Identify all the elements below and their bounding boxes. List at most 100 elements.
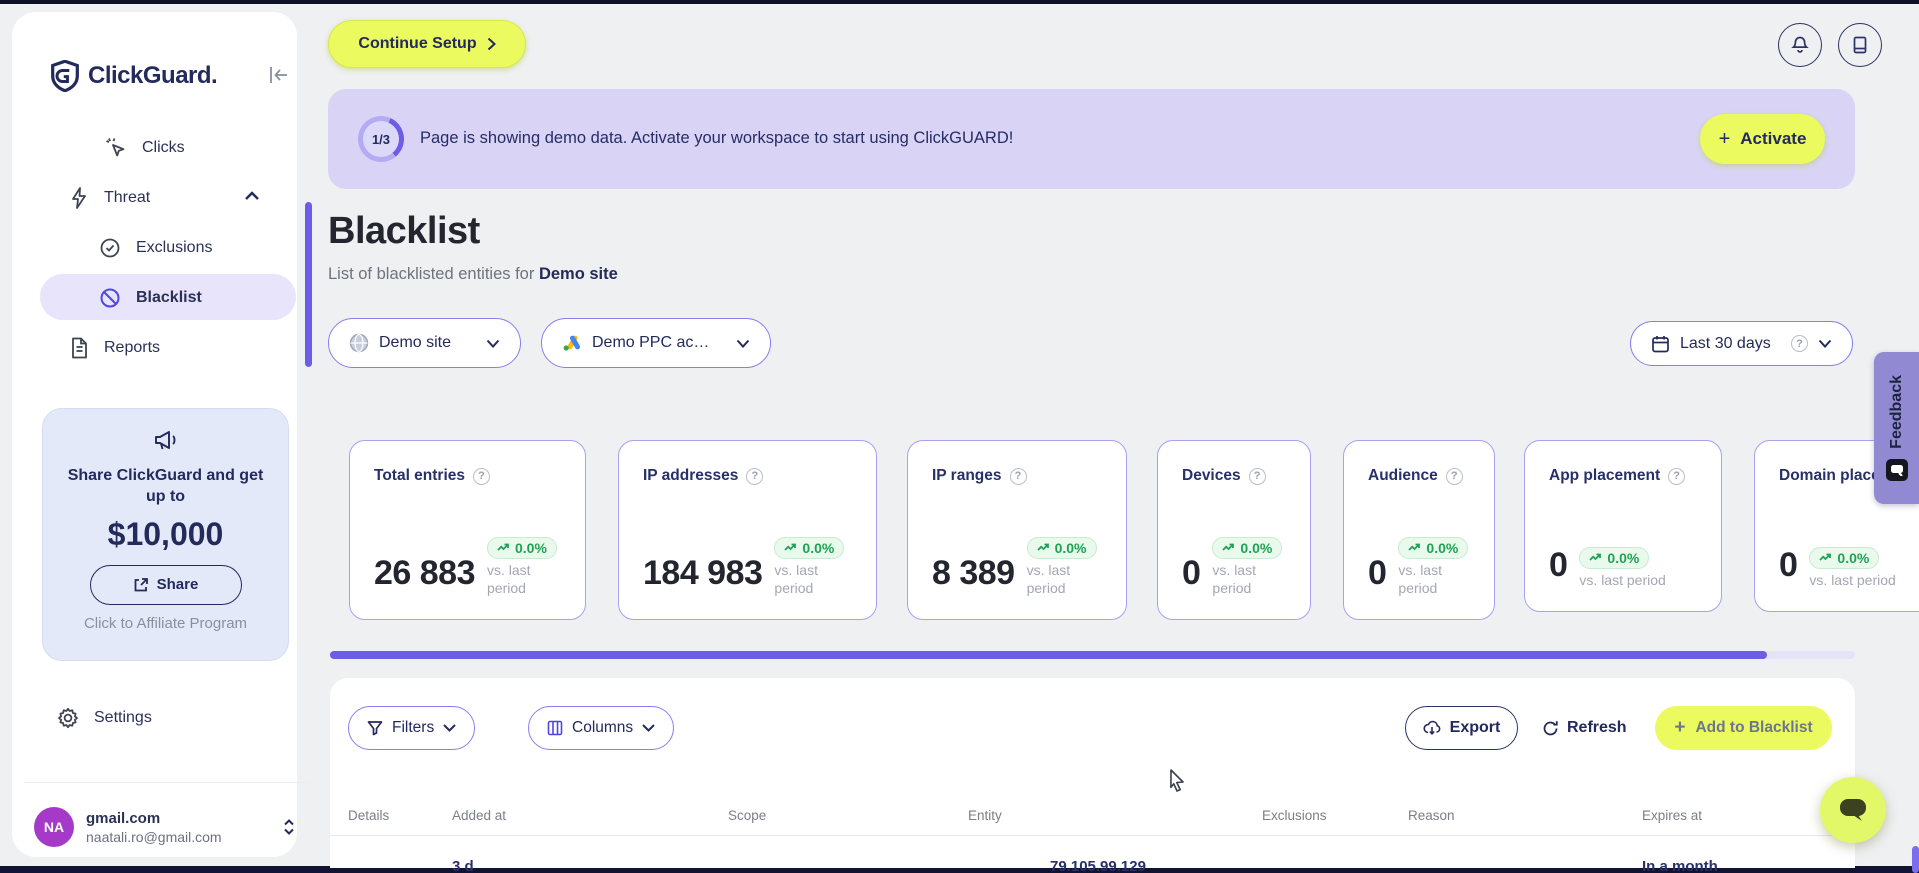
continue-setup-label: Continue Setup [358, 35, 477, 52]
badge-check-icon [98, 236, 122, 260]
stat-card-app-placement: App placement? 0 0.0% vs. last period [1524, 440, 1722, 612]
stat-value: 0 [1779, 546, 1798, 584]
help-icon[interactable]: ? [1009, 467, 1027, 485]
filters-button[interactable]: Filters [348, 706, 476, 750]
chevron-down-icon [736, 339, 750, 348]
columns-icon [547, 720, 563, 736]
activate-button[interactable]: + Activate [1700, 114, 1825, 164]
banner-message: Page is showing demo data. Activate your… [420, 129, 1014, 147]
bell-icon [1791, 36, 1809, 53]
delta-caption: vs. last period [1579, 571, 1666, 588]
columns-button[interactable]: Columns [528, 706, 675, 750]
sidebar-item-label: Threat [104, 189, 151, 206]
trend-up-icon [784, 543, 797, 551]
page-vertical-scrollbar[interactable] [1912, 846, 1919, 873]
promo-heading: Share ClickGuard and get up to [67, 467, 264, 505]
avatar: NA [34, 807, 74, 847]
col-header-scope[interactable]: Scope [728, 808, 767, 823]
stat-card-ip-ranges: IP ranges? 8 389 0.0% vs. last period [907, 440, 1127, 620]
help-icon[interactable]: ? [1668, 467, 1686, 485]
sidebar-item-label: Exclusions [136, 239, 213, 256]
export-button[interactable]: Export [1405, 706, 1518, 750]
window-bottom-edge [0, 866, 1919, 873]
sidebar-collapse-icon[interactable] [267, 65, 291, 85]
stats-scrollbar-thumb[interactable] [330, 651, 1767, 659]
col-header-exclusions[interactable]: Exclusions [1262, 808, 1327, 823]
site-selector-value: Demo site [379, 334, 452, 351]
delta-badge: 0.0% [774, 537, 845, 559]
continue-setup-button[interactable]: Continue Setup [328, 20, 526, 68]
ban-icon [98, 286, 122, 310]
site-selector[interactable]: Demo site [328, 318, 521, 368]
col-header-details[interactable]: Details [348, 808, 390, 823]
chevron-down-icon [642, 724, 655, 732]
chevron-down-icon [1818, 339, 1832, 348]
sidebar-item-threat[interactable]: Threat [68, 186, 150, 210]
trend-up-icon [1036, 543, 1049, 551]
trend-up-icon [1589, 553, 1602, 561]
delta-badge: 0.0% [487, 537, 557, 559]
window-top-edge [0, 0, 1919, 4]
help-icon[interactable]: ? [1791, 335, 1808, 352]
gear-icon [56, 706, 80, 730]
col-header-expires-at[interactable]: Expires at [1642, 808, 1703, 823]
stat-card-total-entries: Total entries? 26 883 0.0% vs. last peri… [349, 440, 586, 620]
date-range-selector[interactable]: Last 30 days ? [1630, 321, 1853, 366]
page-title: Blacklist [328, 210, 480, 252]
blacklist-table-card: Filters Columns Export Refresh + Add to … [330, 678, 1855, 873]
refresh-label: Refresh [1567, 719, 1627, 736]
sidebar-item-settings[interactable]: Settings [56, 706, 152, 730]
sidebar-item-label: Settings [94, 709, 152, 726]
sidebar-item-blacklist[interactable]: Blacklist [98, 286, 202, 310]
chat-bubble-icon [1840, 799, 1866, 821]
col-header-reason[interactable]: Reason [1408, 808, 1455, 823]
share-button[interactable]: Share [89, 564, 242, 605]
sidebar-scrollbar-thumb[interactable] [305, 202, 312, 367]
setup-progress-ring: 1/3 [358, 116, 404, 162]
chat-launcher-button[interactable] [1820, 777, 1886, 843]
funnel-icon [367, 721, 383, 736]
trend-up-icon [1408, 543, 1421, 551]
stat-label: Audience [1368, 467, 1438, 484]
notifications-button[interactable] [1778, 23, 1822, 67]
cell-entity: 79.105.99.129 [1050, 858, 1146, 873]
lightning-icon [68, 186, 90, 210]
stat-card-ip-addresses: IP addresses? 184 983 0.0% vs. last peri… [618, 440, 877, 620]
sidebar-item-reports[interactable]: Reports [68, 336, 160, 360]
sidebar-item-clicks[interactable]: Clicks [104, 136, 185, 160]
delta-badge: 0.0% [1212, 537, 1283, 559]
col-header-added-at[interactable]: Added at [452, 808, 507, 823]
delta-caption: vs. last period [774, 562, 818, 596]
docs-button[interactable] [1838, 23, 1882, 67]
add-to-blacklist-label: Add to Blacklist [1695, 719, 1813, 736]
affiliate-promo-card[interactable]: Share ClickGuard and get up to $10,000 S… [42, 408, 289, 661]
account-email: naatali.ro@gmail.com [86, 828, 222, 845]
account-switcher[interactable]: NA gmail.com naatali.ro@gmail.com [34, 798, 296, 856]
chevron-up-icon[interactable] [244, 191, 260, 201]
stat-label: IP ranges [932, 467, 1002, 484]
stat-label: Total entries [374, 467, 466, 484]
refresh-button[interactable]: Refresh [1542, 706, 1627, 750]
plus-icon: + [1674, 717, 1686, 738]
help-icon[interactable]: ? [746, 467, 764, 485]
stat-value: 26 883 [374, 554, 476, 592]
feedback-tab[interactable]: Feedback [1874, 352, 1919, 504]
sidebar-item-exclusions[interactable]: Exclusions [98, 236, 212, 260]
col-header-entity[interactable]: Entity [968, 808, 1002, 823]
promo-caption: Click to Affiliate Program [83, 614, 248, 632]
megaphone-icon [152, 427, 180, 453]
demo-data-banner: 1/3 Page is showing demo data. Activate … [328, 89, 1855, 189]
help-icon[interactable]: ? [1248, 467, 1266, 485]
delta-badge: 0.0% [1026, 537, 1097, 559]
page-subtitle: List of blacklisted entities for Demo si… [328, 265, 618, 283]
help-icon[interactable]: ? [473, 467, 491, 485]
logo[interactable]: ClickGuard. [50, 60, 218, 92]
help-icon[interactable]: ? [1445, 467, 1463, 485]
date-range-value: Last 30 days [1680, 334, 1771, 352]
plus-icon: + [1718, 127, 1731, 150]
workspace-name: gmail.com [86, 809, 161, 827]
add-to-blacklist-button[interactable]: + Add to Blacklist [1655, 706, 1832, 750]
refresh-icon [1543, 720, 1558, 735]
cell-expires-at: In a month [1642, 858, 1718, 873]
ppc-account-selector[interactable]: Demo PPC ac… [541, 318, 771, 368]
